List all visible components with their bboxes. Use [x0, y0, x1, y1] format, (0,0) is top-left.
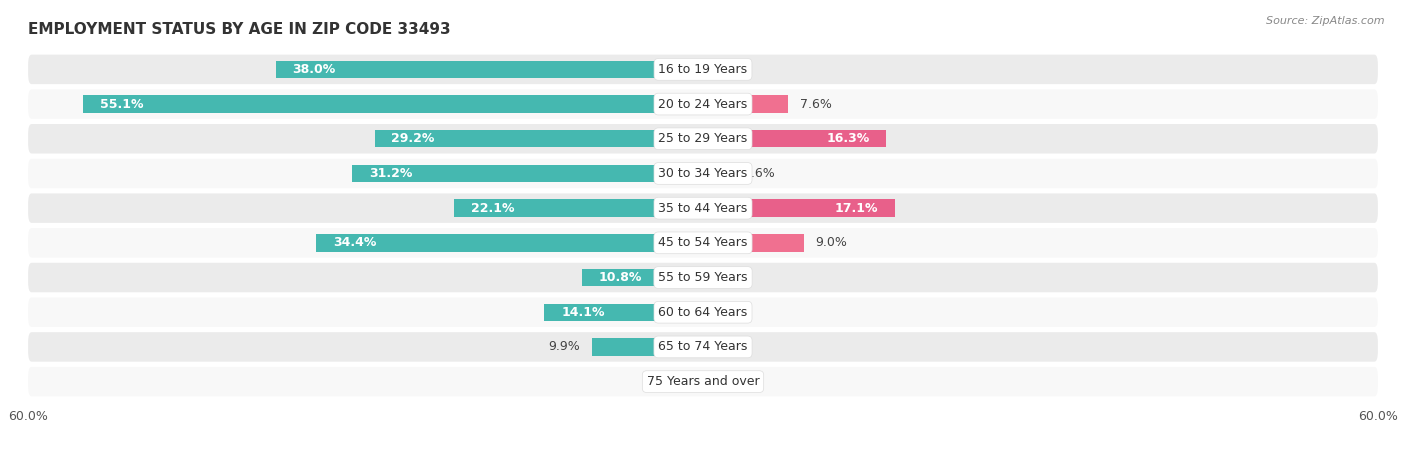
Bar — [592, 338, 703, 355]
Text: 38.0%: 38.0% — [292, 63, 336, 76]
Text: EMPLOYMENT STATUS BY AGE IN ZIP CODE 33493: EMPLOYMENT STATUS BY AGE IN ZIP CODE 334… — [28, 22, 451, 37]
Text: 16 to 19 Years: 16 to 19 Years — [658, 63, 748, 76]
Text: 29.2%: 29.2% — [391, 132, 434, 145]
Text: 30 to 34 Years: 30 to 34 Years — [658, 167, 748, 180]
Bar — [703, 165, 733, 182]
Text: 0.0%: 0.0% — [714, 306, 747, 319]
Text: 60 to 64 Years: 60 to 64 Years — [658, 306, 748, 319]
Bar — [703, 61, 720, 78]
Text: 34.4%: 34.4% — [333, 236, 377, 249]
Bar — [703, 234, 804, 252]
Text: 2.6%: 2.6% — [744, 167, 775, 180]
Text: 22.1%: 22.1% — [471, 202, 515, 215]
Bar — [703, 96, 789, 113]
Bar — [686, 373, 703, 390]
FancyBboxPatch shape — [28, 159, 1378, 188]
Text: 0.0%: 0.0% — [659, 375, 692, 388]
Bar — [703, 338, 720, 355]
Text: 0.0%: 0.0% — [714, 271, 747, 284]
Bar — [83, 96, 703, 113]
Bar — [316, 234, 703, 252]
Text: 10.8%: 10.8% — [599, 271, 641, 284]
Text: 0.0%: 0.0% — [714, 375, 747, 388]
Text: 75 Years and over: 75 Years and over — [647, 375, 759, 388]
Text: 55 to 59 Years: 55 to 59 Years — [658, 271, 748, 284]
Text: 0.0%: 0.0% — [714, 341, 747, 354]
Text: 25 to 29 Years: 25 to 29 Years — [658, 132, 748, 145]
FancyBboxPatch shape — [28, 55, 1378, 84]
Text: 35 to 44 Years: 35 to 44 Years — [658, 202, 748, 215]
Bar — [703, 373, 720, 390]
Text: Source: ZipAtlas.com: Source: ZipAtlas.com — [1267, 16, 1385, 26]
Text: 65 to 74 Years: 65 to 74 Years — [658, 341, 748, 354]
FancyBboxPatch shape — [28, 228, 1378, 258]
Text: 31.2%: 31.2% — [368, 167, 412, 180]
Bar — [703, 269, 720, 286]
Bar — [703, 304, 720, 321]
Text: 9.0%: 9.0% — [815, 236, 848, 249]
Bar — [703, 130, 886, 147]
Text: 45 to 54 Years: 45 to 54 Years — [658, 236, 748, 249]
FancyBboxPatch shape — [28, 367, 1378, 396]
FancyBboxPatch shape — [28, 124, 1378, 153]
Bar — [703, 199, 896, 217]
FancyBboxPatch shape — [28, 89, 1378, 119]
Bar — [352, 165, 703, 182]
Bar — [374, 130, 703, 147]
FancyBboxPatch shape — [28, 193, 1378, 223]
Text: 16.3%: 16.3% — [827, 132, 869, 145]
Text: 20 to 24 Years: 20 to 24 Years — [658, 97, 748, 110]
Bar — [544, 304, 703, 321]
Text: 0.0%: 0.0% — [714, 63, 747, 76]
Text: 55.1%: 55.1% — [100, 97, 143, 110]
Text: 17.1%: 17.1% — [835, 202, 879, 215]
Bar — [582, 269, 703, 286]
Bar — [454, 199, 703, 217]
FancyBboxPatch shape — [28, 263, 1378, 292]
Text: 7.6%: 7.6% — [800, 97, 831, 110]
FancyBboxPatch shape — [28, 332, 1378, 362]
Bar — [276, 61, 703, 78]
Text: 14.1%: 14.1% — [561, 306, 605, 319]
FancyBboxPatch shape — [28, 298, 1378, 327]
Text: 9.9%: 9.9% — [548, 341, 581, 354]
